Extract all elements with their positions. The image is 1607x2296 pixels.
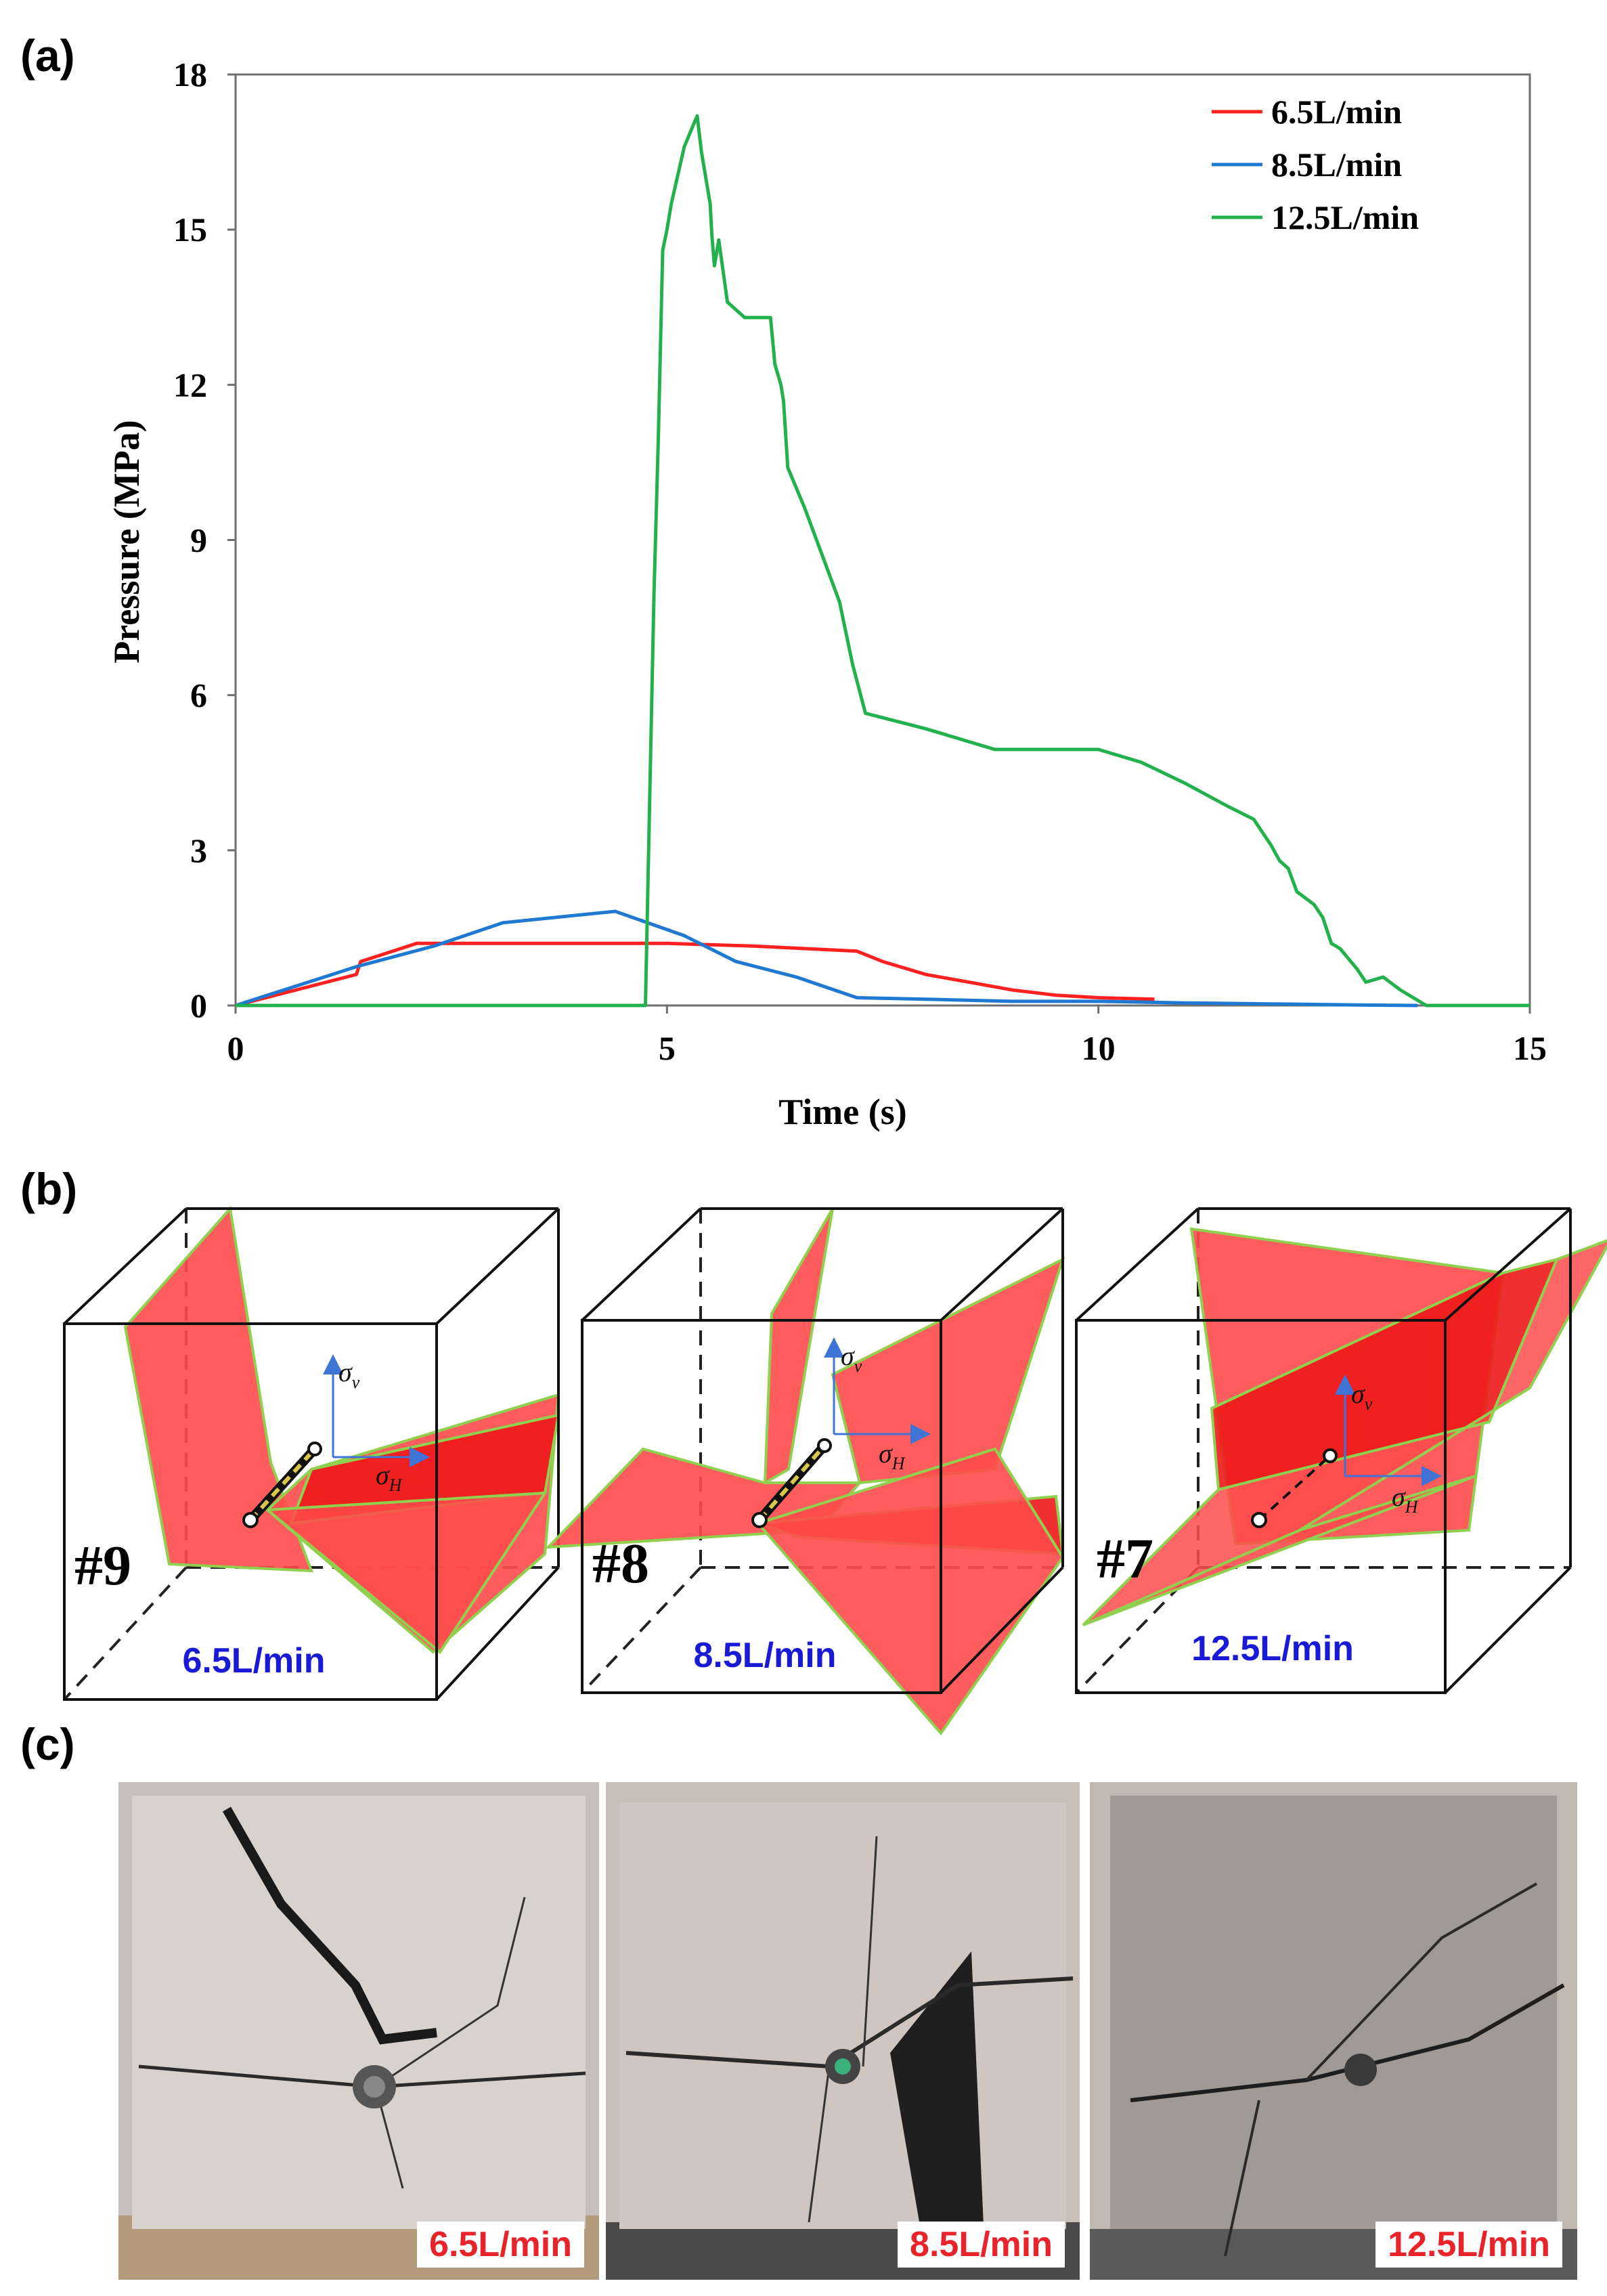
panel-label-b: (b): [20, 1164, 78, 1214]
panel-label-c: (c): [20, 1719, 75, 1769]
x-tick-label: 0: [227, 1029, 244, 1067]
photo-rate-label: 6.5L/min: [417, 2222, 584, 2268]
y-tick-label: 12: [173, 366, 207, 404]
x-tick-label: 15: [1513, 1029, 1547, 1067]
series-line-8.5L/min: [235, 909, 1418, 1008]
specimen-photo-8: 8.5L/min: [606, 1782, 1080, 2280]
y-tick-label: 6: [190, 676, 207, 714]
y-axis-label: Pressure (MPa): [106, 420, 147, 663]
sample-id: #9: [74, 1534, 131, 1597]
cube-edges: [581, 1207, 1064, 1694]
stress-axes: [323, 1354, 430, 1467]
legend-label: 8.5L/min: [1271, 146, 1402, 183]
sigma-h-label: σH: [376, 1460, 403, 1495]
pressure-chart: 0 5 10 15 0 3 6 9 12 15 18 6.5L/min 8.5L/min 12.5L/…: [106, 56, 1547, 1132]
stress-axes: [1335, 1374, 1442, 1486]
legend-label: 12.5L/min: [1271, 198, 1419, 236]
panel-label-a: (a): [20, 30, 75, 81]
y-axis-ticks: 0 3 6 9 12 15 18: [173, 56, 236, 1024]
sigma-v-label: σv: [1351, 1379, 1373, 1414]
cube-edges: [1075, 1207, 1572, 1694]
fracture-schematics: σv σH #9 6.5L/min: [63, 1205, 1607, 1736]
y-tick-label: 3: [190, 831, 207, 869]
plot-area: [234, 73, 1531, 1007]
legend-label: 6.5L/min: [1271, 93, 1402, 131]
sigma-v-label: σv: [338, 1357, 360, 1392]
sigma-v-label: σv: [841, 1341, 862, 1376]
flow-rate-label: 6.5L/min: [183, 1641, 326, 1681]
chart-series: [235, 114, 1530, 1008]
y-tick-label: 18: [173, 56, 207, 93]
x-tick-label: 10: [1082, 1029, 1116, 1067]
specimen-photo-7-image: [1090, 1782, 1577, 2280]
y-tick-label: 0: [190, 987, 207, 1024]
sigma-h-label: σH: [1392, 1481, 1419, 1517]
cube-7: σv σH #7 12.5L/min: [1075, 1207, 1607, 1694]
x-axis-label: Time (s): [778, 1091, 906, 1132]
stress-axes: [824, 1337, 931, 1444]
x-axis-ticks: 0 5 10 15: [227, 1005, 1547, 1067]
x-tick-label: 5: [659, 1029, 676, 1067]
series-line-12.5L/min: [236, 114, 1530, 1008]
cube-9: σv σH #9 6.5L/min: [63, 1205, 560, 1701]
cube-edges: [63, 1207, 560, 1701]
wellbore: [751, 1438, 832, 1528]
fracture-planes: [123, 1205, 560, 1654]
wellbore: [242, 1442, 322, 1528]
wellbore: [1251, 1448, 1338, 1528]
fracture-planes: [544, 1207, 1065, 1736]
sample-id: #8: [592, 1532, 649, 1595]
flow-rate-label: 12.5L/min: [1191, 1629, 1354, 1668]
sample-id: #7: [1097, 1528, 1153, 1590]
specimen-photo-7: 12.5L/min: [1090, 1782, 1577, 2280]
chart-legend: 6.5L/min 8.5L/min 12.5L/min: [1212, 93, 1419, 236]
specimen-photo-9-image: [118, 1782, 599, 2280]
series-line-6.5L/min: [235, 941, 1155, 1008]
photo-rate-label: 8.5L/min: [898, 2222, 1065, 2268]
specimen-photo-8-image: [606, 1782, 1080, 2280]
sigma-h-label: σH: [879, 1438, 906, 1473]
flow-rate-label: 8.5L/min: [694, 1636, 837, 1675]
y-tick-label: 9: [190, 521, 207, 559]
cube-8: σv σH #8 8.5L/min: [544, 1207, 1065, 1736]
specimen-photo-9: 6.5L/min: [118, 1782, 599, 2280]
y-tick-label: 15: [173, 211, 207, 248]
photo-rate-label: 12.5L/min: [1375, 2222, 1562, 2268]
